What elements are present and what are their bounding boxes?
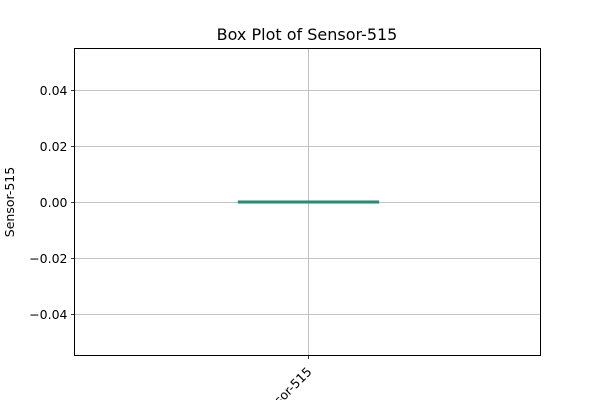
box-layer — [239, 201, 379, 203]
y-tick-label: 0.04 — [40, 83, 68, 98]
y-axis-label: Sensor-515 — [2, 167, 17, 237]
x-tick-label: Sensor-515 — [254, 364, 314, 400]
y-tick-label: −0.02 — [29, 251, 67, 266]
y-tick-label: −0.04 — [29, 307, 67, 322]
chart-title: Box Plot of Sensor-515 — [217, 25, 398, 44]
y-tick-label: 0.02 — [40, 139, 68, 154]
y-tick-label: 0.00 — [40, 195, 68, 210]
x-axis: Sensor-515 — [254, 356, 314, 400]
y-axis: −0.04 −0.02 0.00 0.02 0.04 — [29, 83, 74, 322]
